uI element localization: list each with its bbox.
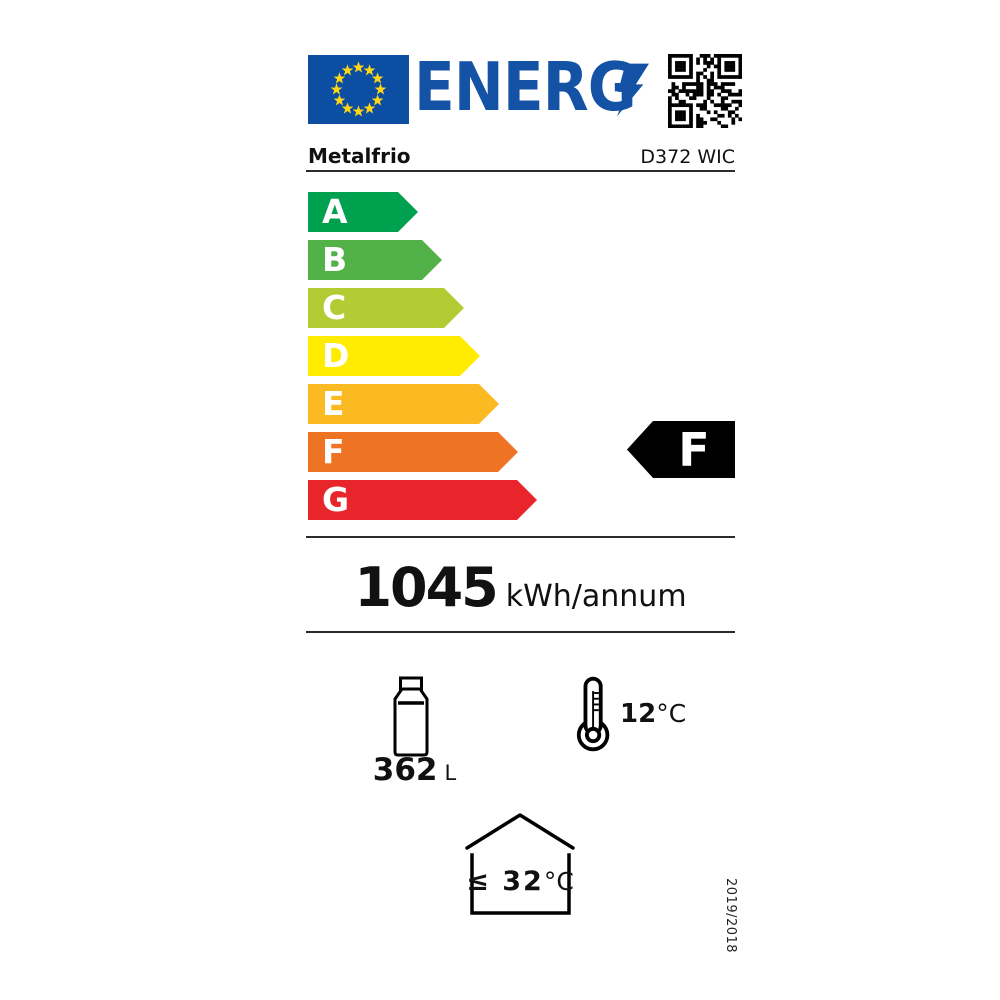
rating-grade-label: B	[322, 240, 348, 279]
rating-arrow: B	[308, 240, 442, 280]
rating-arrow: F	[308, 432, 518, 472]
regulation-number: 2019/2018	[723, 878, 738, 954]
volume-bottle-icon	[393, 676, 429, 757]
rating-scale: A B C D E F G	[308, 192, 537, 528]
thermometer-icon	[576, 676, 610, 752]
rating-grade-label: F	[322, 432, 345, 471]
current-rating-indicator: F	[627, 421, 735, 478]
rating-grade-label: E	[322, 384, 345, 423]
divider-line	[306, 536, 735, 538]
model-number: D372 WIC	[640, 146, 735, 168]
rating-grade-label: D	[322, 336, 350, 375]
current-rating-letter: F	[678, 422, 710, 477]
ambient-value: ≤ 32	[466, 866, 544, 897]
qr-code	[668, 54, 742, 128]
energ-logo-text: ENERG	[414, 48, 637, 126]
energy-consumption: 1045 kWh/annum	[306, 556, 735, 619]
rating-grade-label: G	[322, 480, 350, 519]
volume-unit: L	[444, 761, 457, 785]
divider-line	[306, 170, 735, 172]
energy-unit: kWh/annum	[505, 579, 687, 614]
rating-arrow: G	[308, 480, 537, 520]
eu-flag-icon	[308, 55, 409, 124]
rating-grade-label: C	[322, 288, 347, 327]
ambient-label: ≤ 32°C	[462, 866, 578, 897]
divider-line	[306, 631, 735, 633]
rating-grade-label: A	[322, 192, 348, 231]
rating-arrow: A	[308, 192, 418, 232]
brand-name: Metalfrio	[308, 144, 411, 168]
ambient-unit: °C	[543, 867, 574, 896]
temperature-value: 12	[620, 699, 657, 729]
lightning-bolt-icon	[617, 63, 649, 117]
energy-value: 1045	[354, 556, 498, 619]
temperature-unit: °C	[656, 699, 687, 728]
rating-arrow: D	[308, 336, 480, 376]
brand-row: Metalfrio D372 WIC	[308, 144, 735, 168]
rating-arrow: C	[308, 288, 464, 328]
volume-label: 362 L	[352, 752, 477, 788]
volume-value: 362	[372, 752, 438, 788]
temperature-label: 12°C	[620, 699, 686, 729]
rating-arrow: E	[308, 384, 499, 424]
ambient-house: ≤ 32°C	[462, 804, 578, 916]
house-icon	[465, 813, 575, 915]
